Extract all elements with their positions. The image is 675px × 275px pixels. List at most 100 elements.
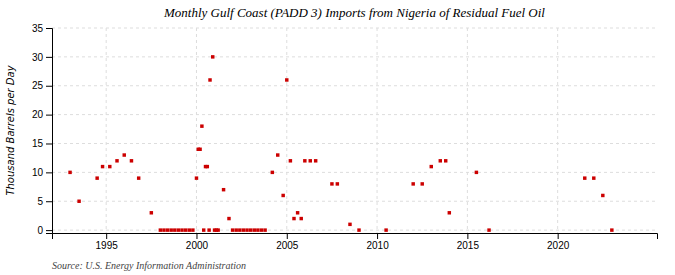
point (276, 153, 279, 156)
point (198, 148, 201, 151)
tick: 2020 (547, 233, 570, 251)
point (184, 228, 187, 231)
tick-label: 1995 (96, 240, 119, 251)
y-axis-title: Thousand Barrels per Day (5, 64, 16, 195)
x-axis: 199520002005201020152020 (53, 233, 658, 251)
point (207, 228, 210, 231)
point (444, 159, 447, 162)
point (299, 217, 302, 220)
point (137, 176, 140, 179)
point (357, 228, 360, 231)
point (439, 159, 442, 162)
point (77, 200, 80, 203)
point (238, 228, 241, 231)
point (249, 228, 252, 231)
point (150, 211, 153, 214)
tick-mark (467, 233, 468, 239)
point (123, 153, 126, 156)
point (180, 228, 183, 231)
point (188, 228, 191, 231)
point (227, 217, 230, 220)
tick-mark (46, 201, 52, 202)
grid-line (52, 114, 657, 115)
tick: 20 (32, 109, 52, 120)
point (222, 188, 225, 191)
tick: 1995 (96, 233, 119, 251)
point (430, 165, 433, 168)
point (281, 194, 284, 197)
annotation: Source: U.S. Energy Information Administ… (52, 260, 246, 271)
tick-label: 30 (32, 52, 44, 63)
tick-label: 20 (32, 109, 44, 120)
point (475, 171, 478, 174)
grid-line (52, 201, 657, 202)
tick-mark (46, 172, 52, 173)
point (202, 228, 205, 231)
point (234, 228, 237, 231)
tick: 2000 (186, 233, 209, 251)
tick: 5 (37, 196, 52, 207)
tick-mark (558, 233, 559, 239)
point (245, 228, 248, 231)
point (173, 228, 176, 231)
grid-line (467, 28, 468, 233)
tick: 2015 (457, 233, 480, 251)
point (411, 182, 414, 185)
plot: 19952000200520102015202005101520253035 (32, 23, 658, 251)
tick-mark (46, 143, 52, 144)
point (448, 211, 451, 214)
point (208, 78, 211, 81)
grid-line (106, 28, 107, 233)
point (583, 176, 586, 179)
grid-line (52, 28, 657, 29)
point (271, 171, 274, 174)
grid-line (52, 230, 657, 231)
point (242, 228, 245, 231)
point (169, 228, 172, 231)
point (610, 228, 613, 231)
tick-label: 5 (37, 196, 43, 207)
point (336, 182, 339, 185)
chart: 19952000200520102015202005101520253035Mo… (0, 0, 675, 275)
point (256, 228, 259, 231)
point (296, 211, 299, 214)
axis-line (53, 234, 658, 240)
tick-mark (196, 233, 197, 239)
point (95, 176, 98, 179)
point (289, 159, 292, 162)
tick: 25 (32, 80, 52, 91)
point (216, 228, 219, 231)
point (162, 228, 165, 231)
grid-line (286, 28, 287, 233)
grid-line (52, 56, 657, 57)
point (159, 228, 162, 231)
point (601, 194, 604, 197)
point (200, 124, 203, 127)
point (108, 165, 111, 168)
tick: 15 (32, 138, 52, 149)
point (68, 171, 71, 174)
axis-line (46, 29, 53, 234)
tick-mark (46, 115, 52, 116)
tick: 2005 (276, 233, 299, 251)
tick-label: 10 (32, 167, 44, 178)
tick-label: 0 (37, 225, 43, 236)
point (384, 228, 387, 231)
tick-label: 25 (32, 80, 44, 91)
point (303, 159, 306, 162)
point (487, 228, 490, 231)
grid-line (52, 143, 657, 144)
points (68, 55, 613, 232)
tick-label: 35 (32, 23, 44, 34)
tick-mark (46, 28, 52, 29)
tick-mark (46, 230, 52, 231)
grid-line (196, 28, 197, 233)
point (177, 228, 180, 231)
tick-label: 2005 (276, 240, 299, 251)
tick: 10 (32, 167, 52, 178)
tick-mark (46, 86, 52, 87)
point (592, 176, 595, 179)
grid-line (52, 172, 657, 173)
point (285, 78, 288, 81)
grid (52, 28, 657, 233)
